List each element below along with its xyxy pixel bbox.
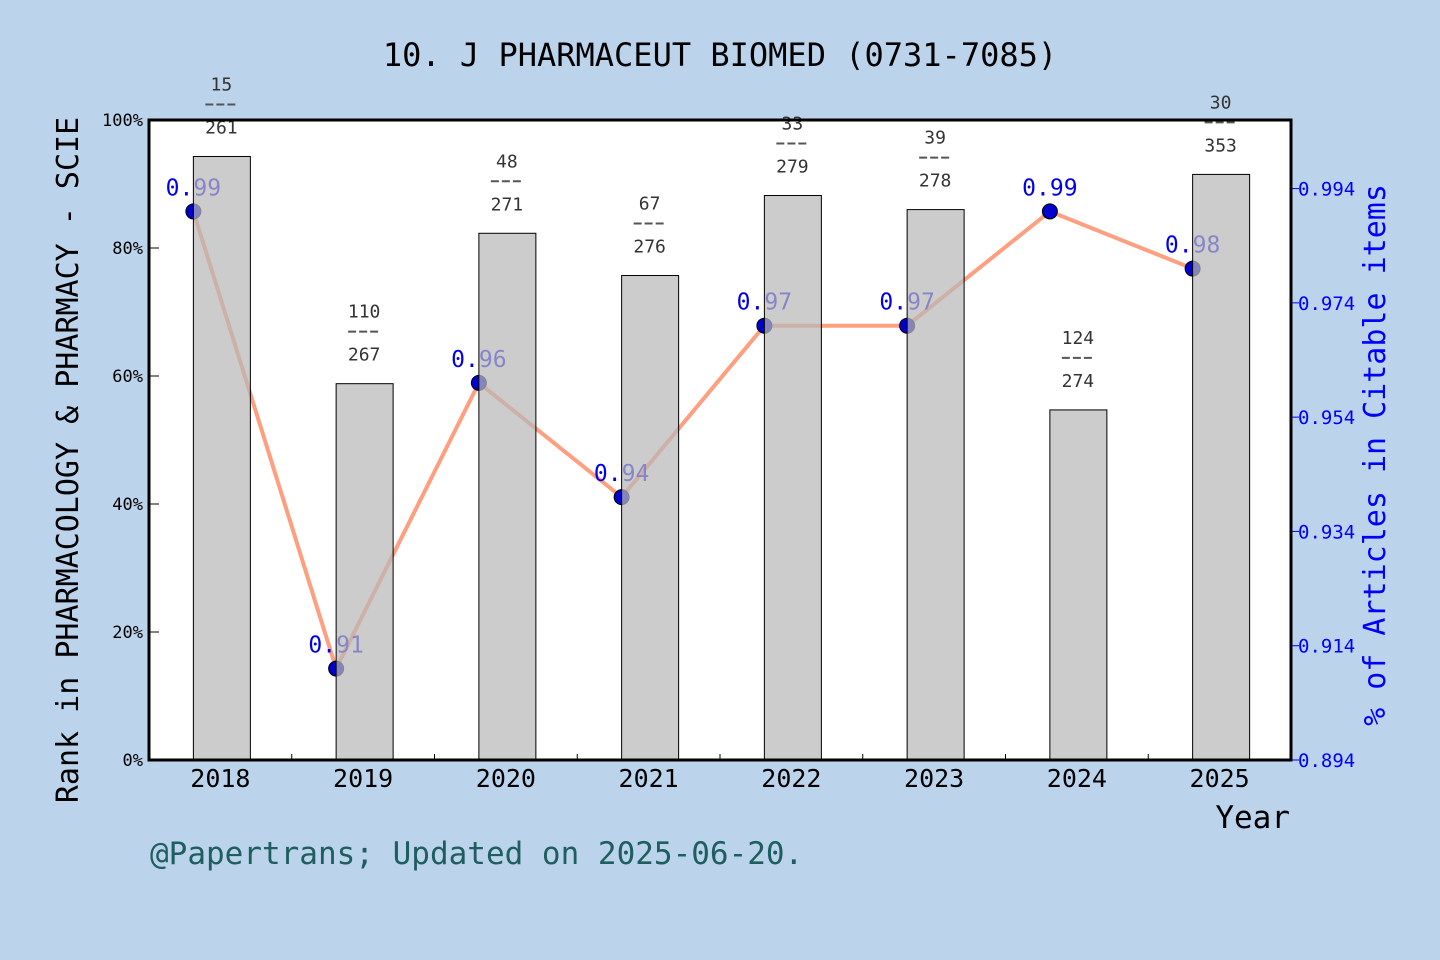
right-tick-label: 0.974 [1298, 293, 1355, 315]
bar-total-label: 279 [776, 157, 809, 178]
rank-bar [335, 383, 394, 761]
x-axis-label: Year [1215, 800, 1290, 836]
x-tick-label: 2018 [190, 764, 250, 793]
rank-bar [478, 232, 537, 761]
bar-rank-label: 39 [924, 128, 946, 149]
plot-area [149, 120, 1291, 760]
credit-text: @Papertrans; Updated on 2025-06-20. [150, 836, 804, 872]
bar-total-label: 267 [348, 345, 381, 366]
x-tick-label: 2024 [1047, 764, 1107, 793]
plot-frame [147, 118, 1293, 762]
left-tick-label: 80% [112, 239, 143, 259]
x-tick-label: 2025 [1190, 764, 1250, 793]
left-tick-label: 60% [112, 367, 143, 387]
line-point [1041, 203, 1058, 220]
bar-rank-label: 124 [1062, 328, 1095, 349]
right-tick-label: 0.934 [1298, 521, 1355, 543]
rank-bar [1192, 173, 1251, 761]
chart-title: 10. J PHARMACEUT BIOMED (0731-7085) [382, 36, 1058, 74]
left-tick-label: 100% [102, 111, 143, 131]
bar-total-label: 276 [633, 237, 666, 258]
left-axis-label: Rank in PHARMACOLOGY & PHARMACY - SCIE [51, 117, 86, 803]
bar-rank-label: 30 [1210, 92, 1232, 113]
rank-bar [621, 275, 680, 761]
bar-total-label: 271 [491, 194, 524, 215]
bar-rank-label: 48 [496, 151, 518, 172]
rank-bar [192, 155, 251, 761]
right-tick-label: 0.914 [1298, 636, 1355, 658]
right-tick-label: 0.894 [1298, 750, 1355, 772]
right-axis-label: % of Articles in Citable items [1358, 184, 1393, 726]
x-tick-label: 2022 [761, 764, 821, 793]
x-tick-label: 2020 [476, 764, 536, 793]
x-tick-label: 2021 [619, 764, 679, 793]
bar-rank-label: 67 [639, 194, 661, 215]
rank-bar [763, 195, 822, 761]
x-tick-label: 2019 [333, 764, 393, 793]
bar-rank-label: 15 [211, 74, 233, 95]
rank-bar [1049, 409, 1108, 761]
bar-rank-label: 33 [782, 114, 804, 135]
bar-total-label: 353 [1204, 135, 1237, 156]
x-tick-label: 2023 [904, 764, 964, 793]
line-value-label: 0.99 [1022, 175, 1077, 201]
bar-total-label: 278 [919, 171, 952, 192]
left-tick-label: 20% [112, 623, 143, 643]
left-tick-label: 40% [112, 495, 143, 515]
right-tick-label: 0.954 [1298, 407, 1355, 429]
right-tick-label: 0.994 [1298, 179, 1355, 201]
bar-rank-label: 110 [348, 302, 381, 323]
bar-total-label: 274 [1062, 371, 1095, 392]
rank-bar [906, 209, 965, 761]
left-tick-label: 0% [123, 751, 143, 771]
bar-total-label: 261 [205, 117, 238, 138]
